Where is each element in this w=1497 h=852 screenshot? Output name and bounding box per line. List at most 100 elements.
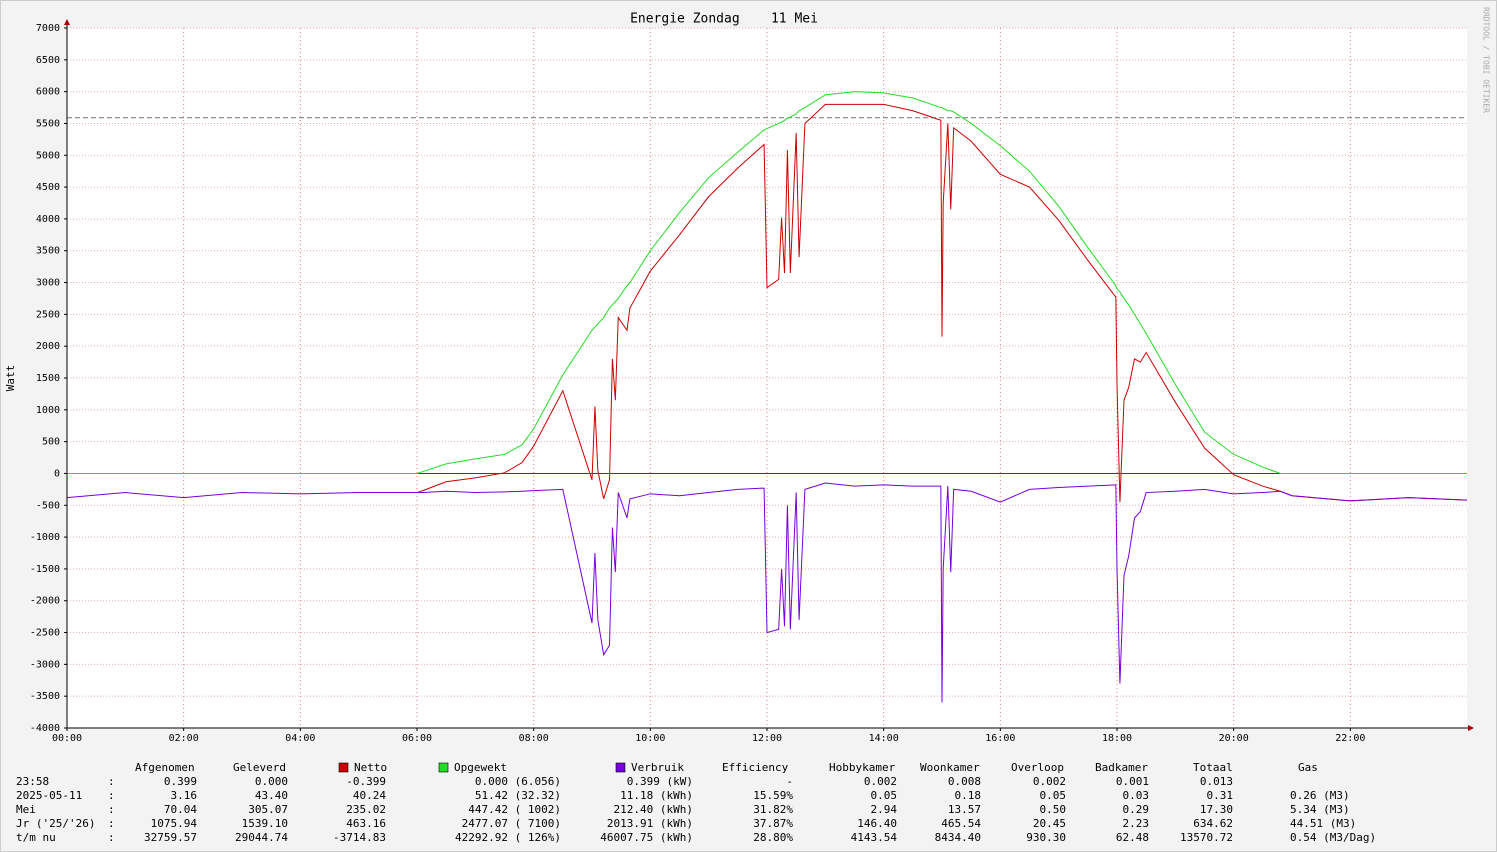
- legend-table: Afgenomen Geleverd Efficiency Hobbykamer Woo…: [16, 761, 1376, 844]
- y-tick-label: -3000: [30, 659, 60, 670]
- table-cell: 37.87%: [753, 817, 793, 830]
- y-tick-label: 5500: [36, 118, 60, 129]
- table-cell: 0.008: [948, 775, 981, 788]
- table-cell: 4143.54: [851, 831, 898, 844]
- table-cell: 40.24: [353, 789, 386, 802]
- table-cell: 0.000 (6.056): [475, 775, 561, 788]
- table-cell: -3714.83: [333, 831, 386, 844]
- table-cell: 0.002: [864, 775, 897, 788]
- table-cell: 0.03: [1123, 789, 1150, 802]
- row-label: t/m nu: [16, 831, 56, 844]
- column-header: Overloop: [1011, 761, 1064, 774]
- table-cell: 634.62: [1193, 817, 1233, 830]
- table-cell: 930.30: [1026, 831, 1066, 844]
- y-tick-label: 1000: [36, 405, 60, 416]
- separator: :: [108, 775, 115, 788]
- legend-swatch: [338, 762, 349, 773]
- table-cell: 235.02: [346, 803, 386, 816]
- table-cell: 2.94: [871, 803, 898, 816]
- y-tick-label: -1500: [30, 564, 60, 575]
- table-cell: 0.54 (M3/Dag): [1290, 831, 1376, 844]
- table-cell: 1539.10: [242, 817, 288, 830]
- chart-title: Energie Zondag 11 Mei: [630, 12, 818, 27]
- table-cell: 2013.91 (kWh): [607, 817, 693, 830]
- table-cell: 0.399 (kW): [627, 775, 693, 788]
- marks: [66, 91, 1468, 703]
- y-tick-label: 500: [42, 437, 60, 448]
- table-cell: 0.26 (M3): [1290, 789, 1350, 802]
- y-tick-label: 3500: [36, 246, 60, 257]
- table-cell: 1075.94: [151, 817, 198, 830]
- table-cell: 212.40 (kWh): [614, 803, 693, 816]
- grid: [66, 27, 1467, 729]
- x-tick-label: 14:00: [869, 733, 899, 744]
- y-tick-label: 0: [54, 468, 60, 479]
- table-cell: 20.45: [1033, 817, 1066, 830]
- table-cell: 0.399: [164, 775, 197, 788]
- x-tick-label: 16:00: [985, 733, 1015, 744]
- table-cell: 17.30: [1200, 803, 1233, 816]
- column-header: Totaal: [1193, 761, 1233, 774]
- y-tick-label: 3000: [36, 278, 60, 289]
- table-cell: 11.18 (kWh): [620, 789, 693, 802]
- y-tick-label: 7000: [36, 23, 60, 34]
- y-tick-label: 2000: [36, 341, 60, 352]
- legend-label: Verbruik: [631, 761, 684, 774]
- axes: -4000 -3500 -3000 -2500 -2000 -1500 -1000 -500 0…: [30, 19, 1474, 744]
- y-tick-label: -1000: [30, 532, 60, 543]
- y-tick-label: -4000: [30, 723, 60, 734]
- table-cell: 0.013: [1200, 775, 1233, 788]
- column-header: Gas: [1298, 761, 1318, 774]
- table-cell: 0.05: [1040, 789, 1067, 802]
- y-tick-label: 6000: [36, 87, 60, 98]
- table-cell: 15.59%: [753, 789, 793, 802]
- legend-swatch: [438, 762, 449, 773]
- table-cell: 32759.57: [144, 831, 197, 844]
- table-cell: 146.40: [857, 817, 897, 830]
- table-cell: 0.29: [1123, 803, 1150, 816]
- y-tick-label: 6500: [36, 55, 60, 66]
- table-cell: 51.42 (32.32): [475, 789, 561, 802]
- table-cell: 447.42 ( 1002): [468, 803, 561, 816]
- table-cell: 305.07: [248, 803, 288, 816]
- column-header: Geleverd: [233, 761, 286, 774]
- table-cell: 465.54: [941, 817, 981, 830]
- separator: :: [108, 831, 115, 844]
- column-header: Hobbykamer: [829, 761, 896, 774]
- y-tick-label: -500: [36, 500, 60, 511]
- table-cell: 2.23: [1123, 817, 1150, 830]
- table-cell: 0.002: [1033, 775, 1066, 788]
- table-cell: 28.80%: [753, 831, 793, 844]
- table-cell: 42292.92 ( 126%): [455, 831, 561, 844]
- row-label: 23:58: [16, 775, 49, 788]
- x-tick-label: 18:00: [1102, 733, 1132, 744]
- table-cell: 46007.75 (kWh): [600, 831, 693, 844]
- legend-label: Opgewekt: [454, 761, 507, 774]
- table-cell: 0.05: [871, 789, 898, 802]
- y-axis-label: Watt: [4, 365, 17, 392]
- x-tick-label: 20:00: [1219, 733, 1249, 744]
- column-header: Efficiency: [722, 761, 789, 774]
- legend-label: Netto: [354, 761, 387, 774]
- series-line: [67, 91, 1467, 474]
- table-cell: 0.001: [1116, 775, 1149, 788]
- x-tick-label: 02:00: [169, 733, 199, 744]
- table-cell: 8434.40: [935, 831, 981, 844]
- table-cell: 29044.74: [235, 831, 288, 844]
- y-tick-label: 1500: [36, 373, 60, 384]
- table-cell: 0.18: [955, 789, 982, 802]
- x-tick-label: 12:00: [752, 733, 782, 744]
- x-tick-label: 10:00: [635, 733, 665, 744]
- separator: :: [108, 817, 115, 830]
- legend-swatch: [615, 762, 626, 773]
- row-label: Jr ('25/'26): [16, 817, 95, 830]
- y-tick-label: -3500: [30, 691, 60, 702]
- column-header: Badkamer: [1095, 761, 1148, 774]
- separator: :: [108, 803, 115, 816]
- y-tick-label: -2000: [30, 596, 60, 607]
- table-cell: 0.50: [1040, 803, 1067, 816]
- table-cell: -0.399: [346, 775, 386, 788]
- table-cell: 463.16: [346, 817, 386, 830]
- series-line: [416, 103, 1468, 503]
